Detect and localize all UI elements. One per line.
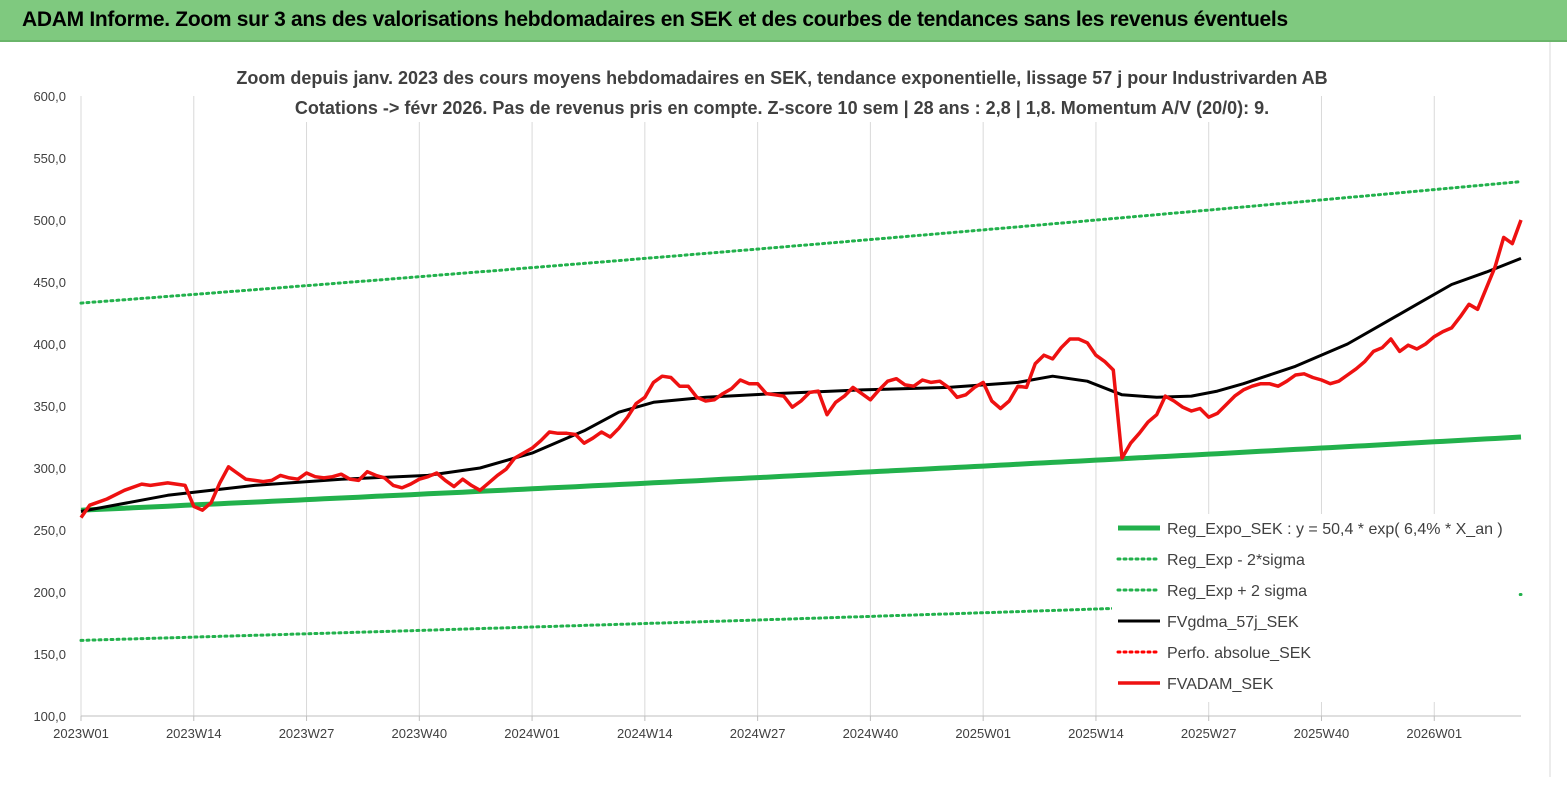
page-title: ADAM Informe. Zoom sur 3 ans des valoris… xyxy=(22,8,1288,31)
series-line-fvgdma xyxy=(80,257,1522,513)
x-tick-label: 2025W27 xyxy=(1181,726,1237,741)
x-tick-label: 2023W14 xyxy=(166,726,222,741)
legend-label-perfo: Perfo. absolue_SEK xyxy=(1167,645,1311,662)
y-tick-label: 300,0 xyxy=(33,461,66,476)
y-tick-label: 100,0 xyxy=(33,709,66,724)
legend-backdrop xyxy=(1112,514,1518,702)
legend-label-fvadam: FVADAM_SEK xyxy=(1167,676,1274,693)
x-tick-label: 2024W14 xyxy=(617,726,673,741)
chart: 2023W01 2023W14 2023W27 2023W40 2024W01 2024W… xyxy=(0,42,1567,792)
x-tick-label: 2024W40 xyxy=(843,726,899,741)
legend-label-lower: Reg_Exp - 2*sigma xyxy=(1167,552,1305,569)
y-tick-label: 550,0 xyxy=(33,151,66,166)
legend-label-fvgdma: FVgdma_57j_SEK xyxy=(1167,614,1299,631)
y-tick-label: 200,0 xyxy=(33,585,66,600)
chart-title-line2: Cotations -> févr 2026. Pas de revenus p… xyxy=(295,98,1269,118)
y-tick-label: 350,0 xyxy=(33,399,66,414)
legend: Reg_Expo_SEK : y = 50,4 * exp( 6,4% * X_… xyxy=(1112,514,1518,702)
x-tick-label: 2024W27 xyxy=(730,726,786,741)
x-tick-label: 2024W01 xyxy=(504,726,560,741)
y-tick-label: 400,0 xyxy=(33,337,66,352)
series-line-fvadam xyxy=(79,219,1523,519)
chart-title-line1: Zoom depuis janv. 2023 des cours moyens … xyxy=(236,68,1327,88)
series-line-reg xyxy=(80,434,1522,513)
x-tick-label: 2025W01 xyxy=(955,726,1011,741)
y-tick-label: 600,0 xyxy=(33,89,66,104)
legend-label-upper: Reg_Exp + 2 sigma xyxy=(1167,583,1307,600)
series-line-upper xyxy=(79,180,1523,305)
axis-labels: 2023W01 2023W14 2023W27 2023W40 2024W01 2024W… xyxy=(33,89,1462,741)
y-tick-label: 500,0 xyxy=(33,213,66,228)
x-tick-label: 2026W01 xyxy=(1406,726,1462,741)
x-tick-label: 2023W01 xyxy=(53,726,109,741)
y-tick-label: 250,0 xyxy=(33,523,66,538)
x-tick-label: 2025W14 xyxy=(1068,726,1124,741)
chart-title-area: Zoom depuis janv. 2023 des cours moyens … xyxy=(236,58,1328,122)
series-layer xyxy=(79,180,1523,642)
legend-label-reg: Reg_Expo_SEK : y = 50,4 * exp( 6,4% * X_… xyxy=(1167,521,1503,538)
x-tick-label: 2025W40 xyxy=(1294,726,1350,741)
x-tick-label: 2023W40 xyxy=(391,726,447,741)
y-tick-label: 450,0 xyxy=(33,275,66,290)
title-backdrop xyxy=(248,58,1316,122)
x-tick-label: 2023W27 xyxy=(279,726,335,741)
y-tick-label: 150,0 xyxy=(33,647,66,662)
header-banner: ADAM Informe. Zoom sur 3 ans des valoris… xyxy=(0,0,1567,42)
